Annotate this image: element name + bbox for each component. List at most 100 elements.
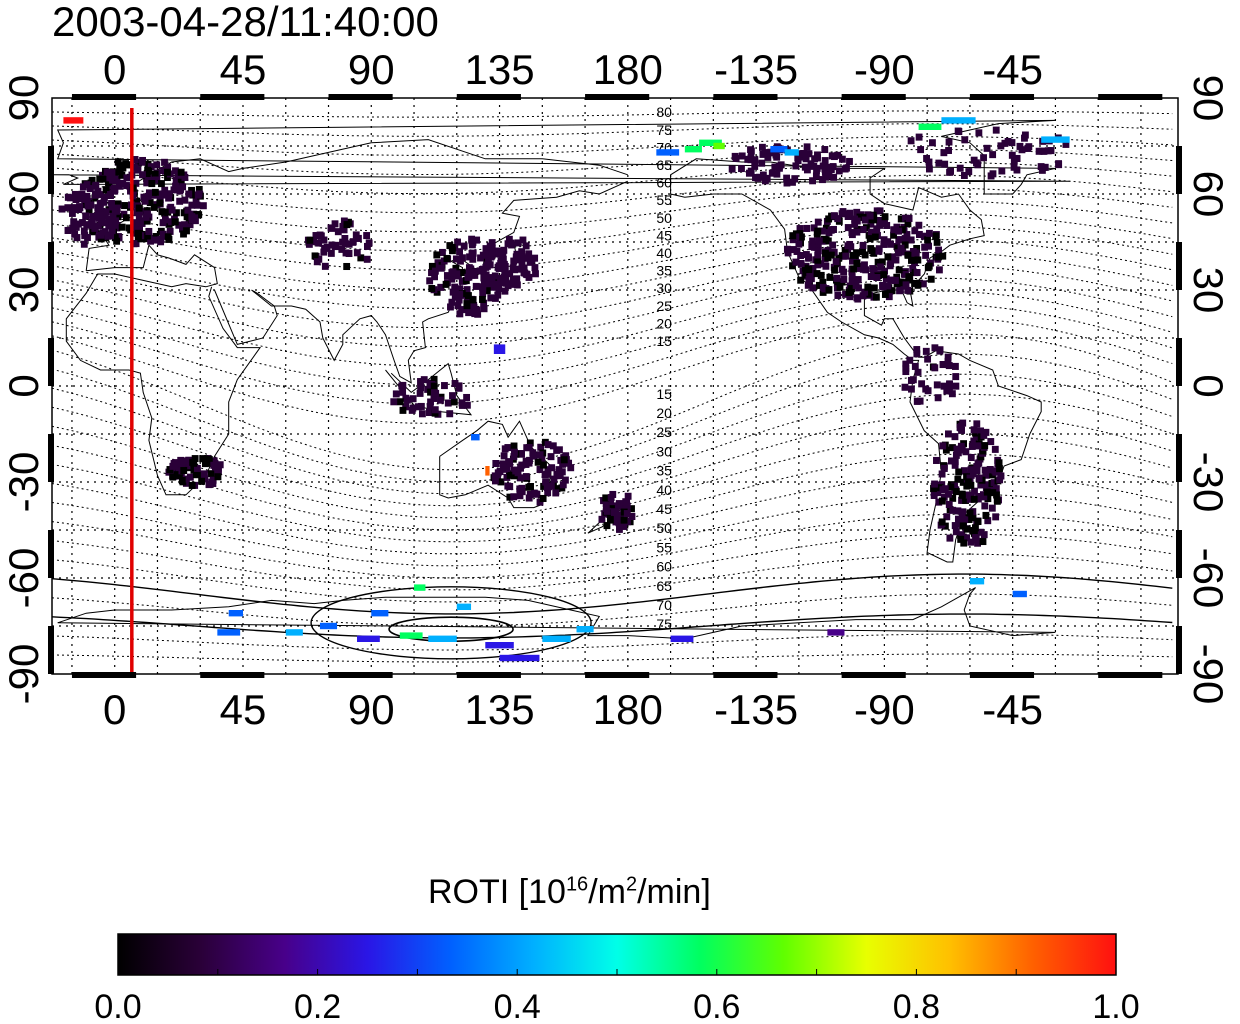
roti-pixel [439,248,446,256]
roti-pixel [977,481,985,489]
roti-pixel [975,129,983,137]
roti-pixel [948,390,956,398]
roti-pixel [939,442,947,450]
roti-pixel [897,286,904,294]
roti-pixel [431,267,439,275]
roti-pixel [974,517,982,525]
roti-pixel [134,235,142,243]
roti-pixel [880,240,888,248]
roti-pixel [536,498,544,506]
roti-pixel [897,215,905,223]
roti-pixel [869,265,877,273]
roti-pixel [917,146,925,154]
contour-line [52,373,1173,495]
roti-pixel [963,525,971,533]
roti-pixel [849,251,857,259]
roti-pixel [931,364,939,372]
contour-line [52,174,1173,214]
roti-pixel [878,258,886,266]
roti-pixel [598,515,606,523]
roti-pixel [744,155,752,163]
roti-pixel [819,278,827,286]
roti-pixel [951,433,959,441]
roti-pixel [506,493,514,501]
roti-pixel [949,506,957,514]
roti-pixel [966,509,974,517]
roti-pixel [493,280,501,288]
bottom-longitude-tick-label: 0 [103,686,126,733]
roti-pixel [64,204,72,212]
roti-pixel [620,522,628,530]
roti-pixel [615,511,623,519]
contour-label: 60 [656,559,672,575]
roti-pixel [493,344,506,354]
roti-pixel [607,494,615,502]
roti-pixel [510,472,518,480]
roti-pixel [402,403,410,411]
roti-pixel [805,253,812,261]
roti-pixel [946,534,954,542]
roti-pixel [877,263,884,271]
roti-pixel [228,610,243,617]
roti-pixel [144,232,152,240]
roti-pixel [491,477,499,485]
roti-pixel [434,259,442,267]
roti-pixel [938,518,946,526]
roti-pixel [510,493,518,501]
roti-pixel [947,483,955,491]
roti-pixel [963,534,971,542]
roti-pixel [813,164,821,172]
roti-pixel [784,149,799,156]
roti-pixel [848,231,856,239]
roti-pixel [989,489,997,497]
roti-pixel [157,238,165,246]
contour-label: 35 [656,463,672,479]
coastline-segment [670,158,1042,563]
roti-pixel [904,220,912,228]
roti-pixel [214,473,222,481]
roti-pixel [814,154,821,162]
roti-pixel [969,578,985,585]
roti-pixel [539,494,547,502]
roti-pixel [514,239,522,247]
roti-pixel [87,179,95,187]
roti-pixel [408,406,416,414]
roti-pixel [864,290,872,298]
roti-pixel [451,292,459,300]
contour-label: 45 [656,501,672,517]
roti-pixel [455,296,463,304]
roti-pixel [343,221,351,229]
roti-pixel [938,497,946,505]
roti-pixel [463,286,471,294]
roti-pixel [905,214,913,222]
roti-pixel [606,516,614,524]
roti-pixel [803,224,811,232]
roti-pixel [795,240,803,248]
roti-pixel [797,260,805,268]
roti-pixel [784,249,792,257]
roti-pixel [485,642,514,649]
roti-pixel [861,288,869,296]
roti-pixel [524,254,532,262]
roti-pixel [1010,163,1018,171]
roti-pixel [133,197,141,205]
roti-pixel [1008,139,1016,147]
roti-pixel [530,489,538,497]
roti-pixel [973,467,981,475]
roti-pixel [122,214,130,222]
roti-pixel [456,290,464,298]
roti-pixel [901,383,909,391]
roti-pixel [74,195,82,203]
roti-pixel [840,275,848,283]
roti-pixel [469,296,477,304]
roti-pixel [814,227,822,235]
roti-pixel [990,479,998,487]
contour-label: 40 [656,482,672,498]
roti-pixel [902,281,910,289]
roti-pixel [843,164,850,172]
roti-pixel [168,206,176,214]
roti-pixel [95,222,102,230]
roti-pixel [544,489,552,497]
roti-pixel [456,603,472,610]
